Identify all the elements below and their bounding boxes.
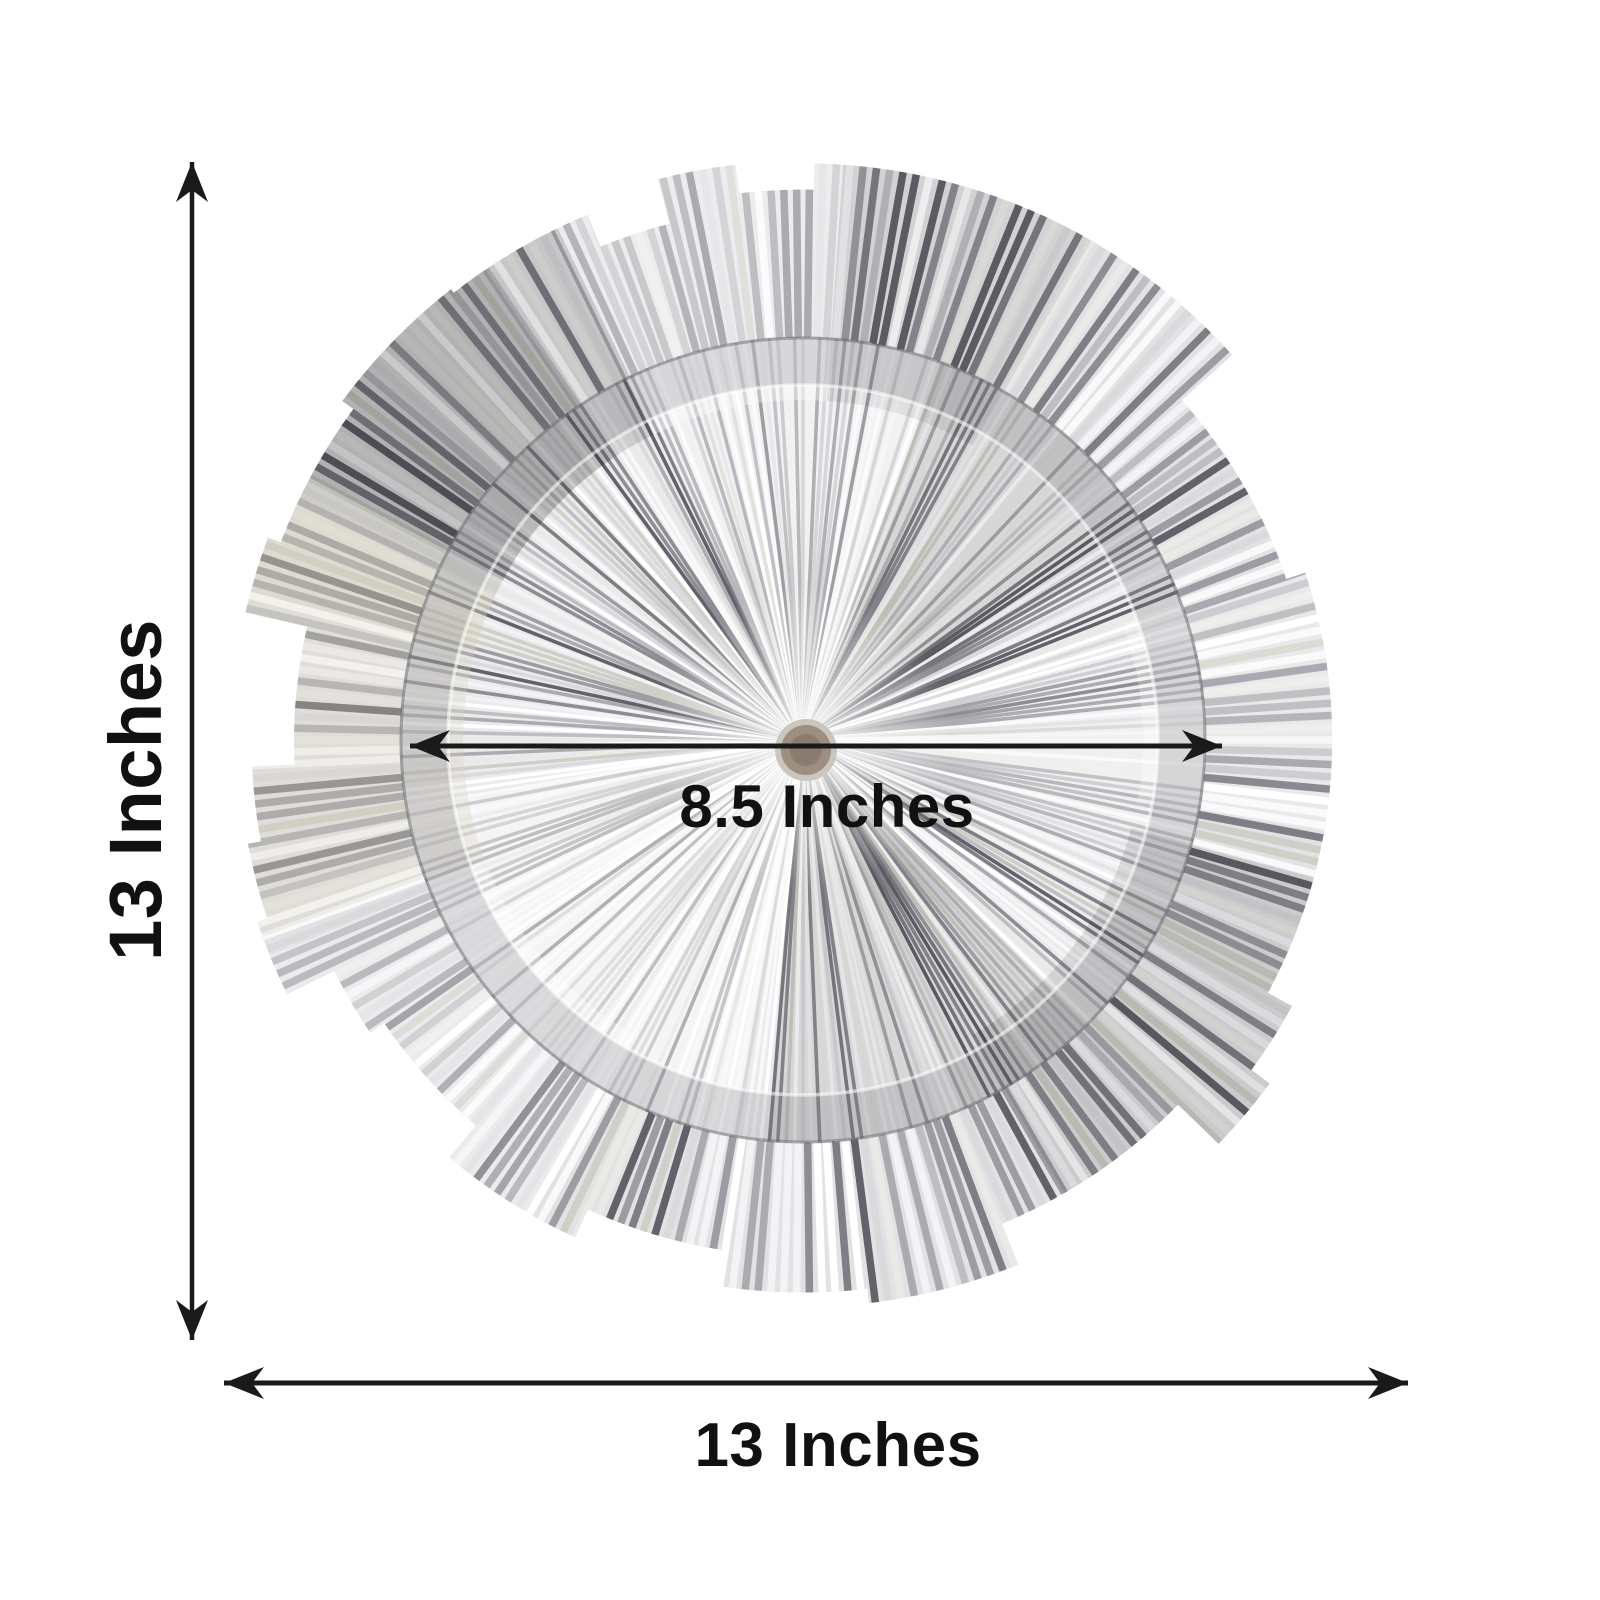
height-dimension-label: 13 Inches	[94, 619, 177, 961]
width-dimension-label: 13 Inches	[694, 1411, 982, 1480]
inner-diameter-label: 8.5 Inches	[679, 773, 975, 840]
